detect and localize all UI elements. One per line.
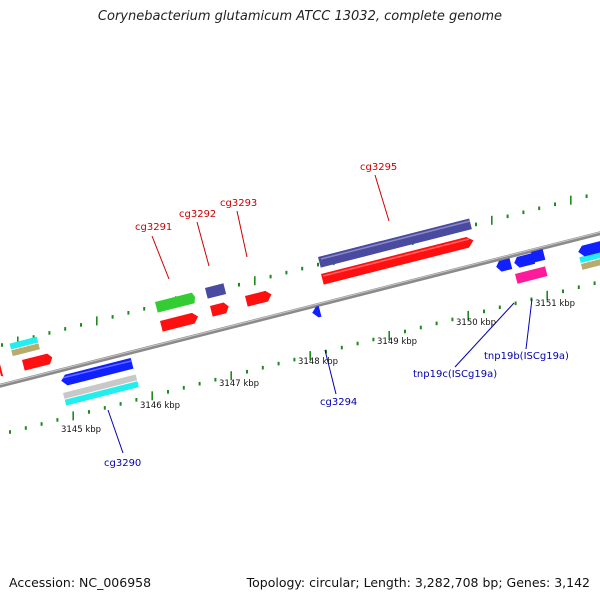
tick-label: 3146 kbp [140, 401, 180, 411]
tick-label: 3149 kbp [377, 337, 417, 347]
feature-darkblue[interactable] [205, 283, 227, 299]
feature-red[interactable] [160, 312, 200, 332]
gene-label-tnp19c[interactable]: tnp19c(ISCg19a) [413, 369, 497, 380]
tick-label: 3151 kbp [535, 299, 575, 309]
feature-blue[interactable] [311, 306, 322, 319]
tick-label: 3145 kbp [61, 425, 101, 435]
accession-text: Accession: NC_006958 [9, 575, 152, 590]
feature-blue[interactable] [495, 258, 513, 272]
gene-label-cg3294[interactable]: cg3294 [320, 397, 357, 408]
forward-features [0, 218, 600, 377]
feature-magenta[interactable] [515, 266, 548, 284]
feature-tan[interactable] [581, 256, 600, 270]
genome-backbone [0, 231, 600, 388]
feature-green[interactable] [155, 292, 196, 313]
feature-cyan[interactable] [9, 336, 39, 350]
gene-label-tnp19b[interactable]: tnp19b(ISCg19a) [484, 351, 569, 362]
map-title: Corynebacterium glutamicum ATCC 13032, c… [97, 9, 503, 24]
gene-label-cg3292[interactable]: cg3292 [179, 209, 216, 220]
feature-cyan[interactable] [64, 381, 139, 406]
feature-red[interactable] [245, 290, 273, 307]
feature-gloss [61, 220, 471, 379]
label-leaders [107, 174, 533, 454]
feature-darkblue[interactable] [318, 218, 472, 268]
gene-label-cg3290[interactable]: cg3290 [104, 458, 141, 469]
tick-label: 3147 kbp [219, 379, 259, 389]
tick-track-upper [1, 194, 588, 347]
feature-blue[interactable] [531, 249, 546, 263]
feature-blue[interactable] [60, 357, 134, 387]
feature-blue[interactable] [513, 253, 536, 269]
tick-track-lower [9, 281, 596, 434]
tick-label: 3148 kbp [298, 357, 338, 367]
gene-label-cg3291[interactable]: cg3291 [135, 222, 172, 233]
feature-blue[interactable] [577, 239, 600, 258]
reverse-features [60, 239, 600, 406]
gene-label-cg3295[interactable]: cg3295 [360, 162, 397, 173]
gene-label-cg3293[interactable]: cg3293 [220, 198, 257, 209]
feature-silver[interactable] [62, 374, 138, 399]
tick-label: 3150 kbp [456, 318, 496, 328]
feature-red[interactable] [321, 235, 475, 285]
feature-red[interactable] [210, 302, 230, 317]
feature-tan[interactable] [11, 343, 40, 357]
feature-cyan[interactable] [579, 249, 600, 264]
feature-red[interactable] [22, 353, 54, 371]
feature-red[interactable] [0, 364, 4, 377]
genome-stats-text: Topology: circular; Length: 3,282,708 bp… [246, 575, 590, 590]
genome-backbone-highlight [0, 231, 600, 386]
